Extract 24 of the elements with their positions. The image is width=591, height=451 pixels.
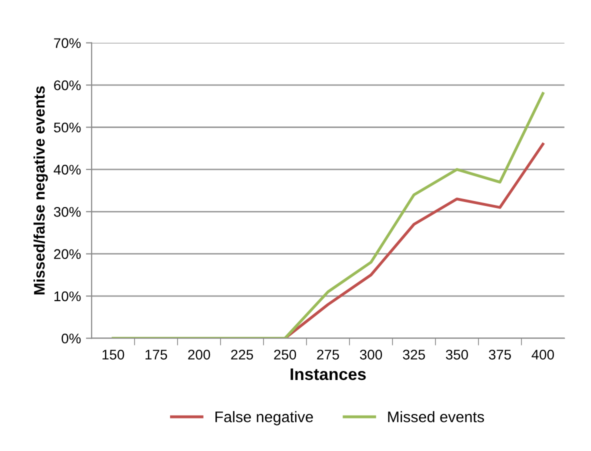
y-tick-label: 10% — [54, 291, 81, 302]
y-tick-label: 20% — [54, 249, 81, 260]
x-tick-label: 275 — [317, 350, 340, 360]
x-tick-label: 200 — [188, 350, 210, 360]
y-tick-label: 60% — [54, 80, 81, 90]
y-tick-label: 30% — [54, 206, 81, 217]
x-tick-label: 150 — [102, 350, 124, 360]
x-tick-label: 300 — [360, 350, 382, 360]
y-tick-label: 40% — [54, 164, 81, 175]
x-tick-label: 225 — [231, 350, 254, 360]
line-series — [112, 92, 544, 338]
x-tick-label: 400 — [532, 350, 554, 360]
x-tick-label: 250 — [274, 350, 296, 360]
x-tick-label: 175 — [146, 350, 168, 360]
x-tick-label: 325 — [402, 350, 425, 360]
y-tick-label: 50% — [54, 122, 81, 132]
y-axis-title: Missed/false negative events — [34, 86, 48, 294]
y-tick-label: 70% — [54, 38, 81, 48]
x-tick-label: 350 — [446, 350, 468, 360]
legend-label: False negative — [215, 411, 313, 426]
x-tick-label: 375 — [488, 350, 511, 360]
y-tick-label: 0% — [62, 334, 81, 344]
x-axis-title: Instances — [290, 368, 366, 380]
legend-label: Missed events — [388, 411, 484, 422]
